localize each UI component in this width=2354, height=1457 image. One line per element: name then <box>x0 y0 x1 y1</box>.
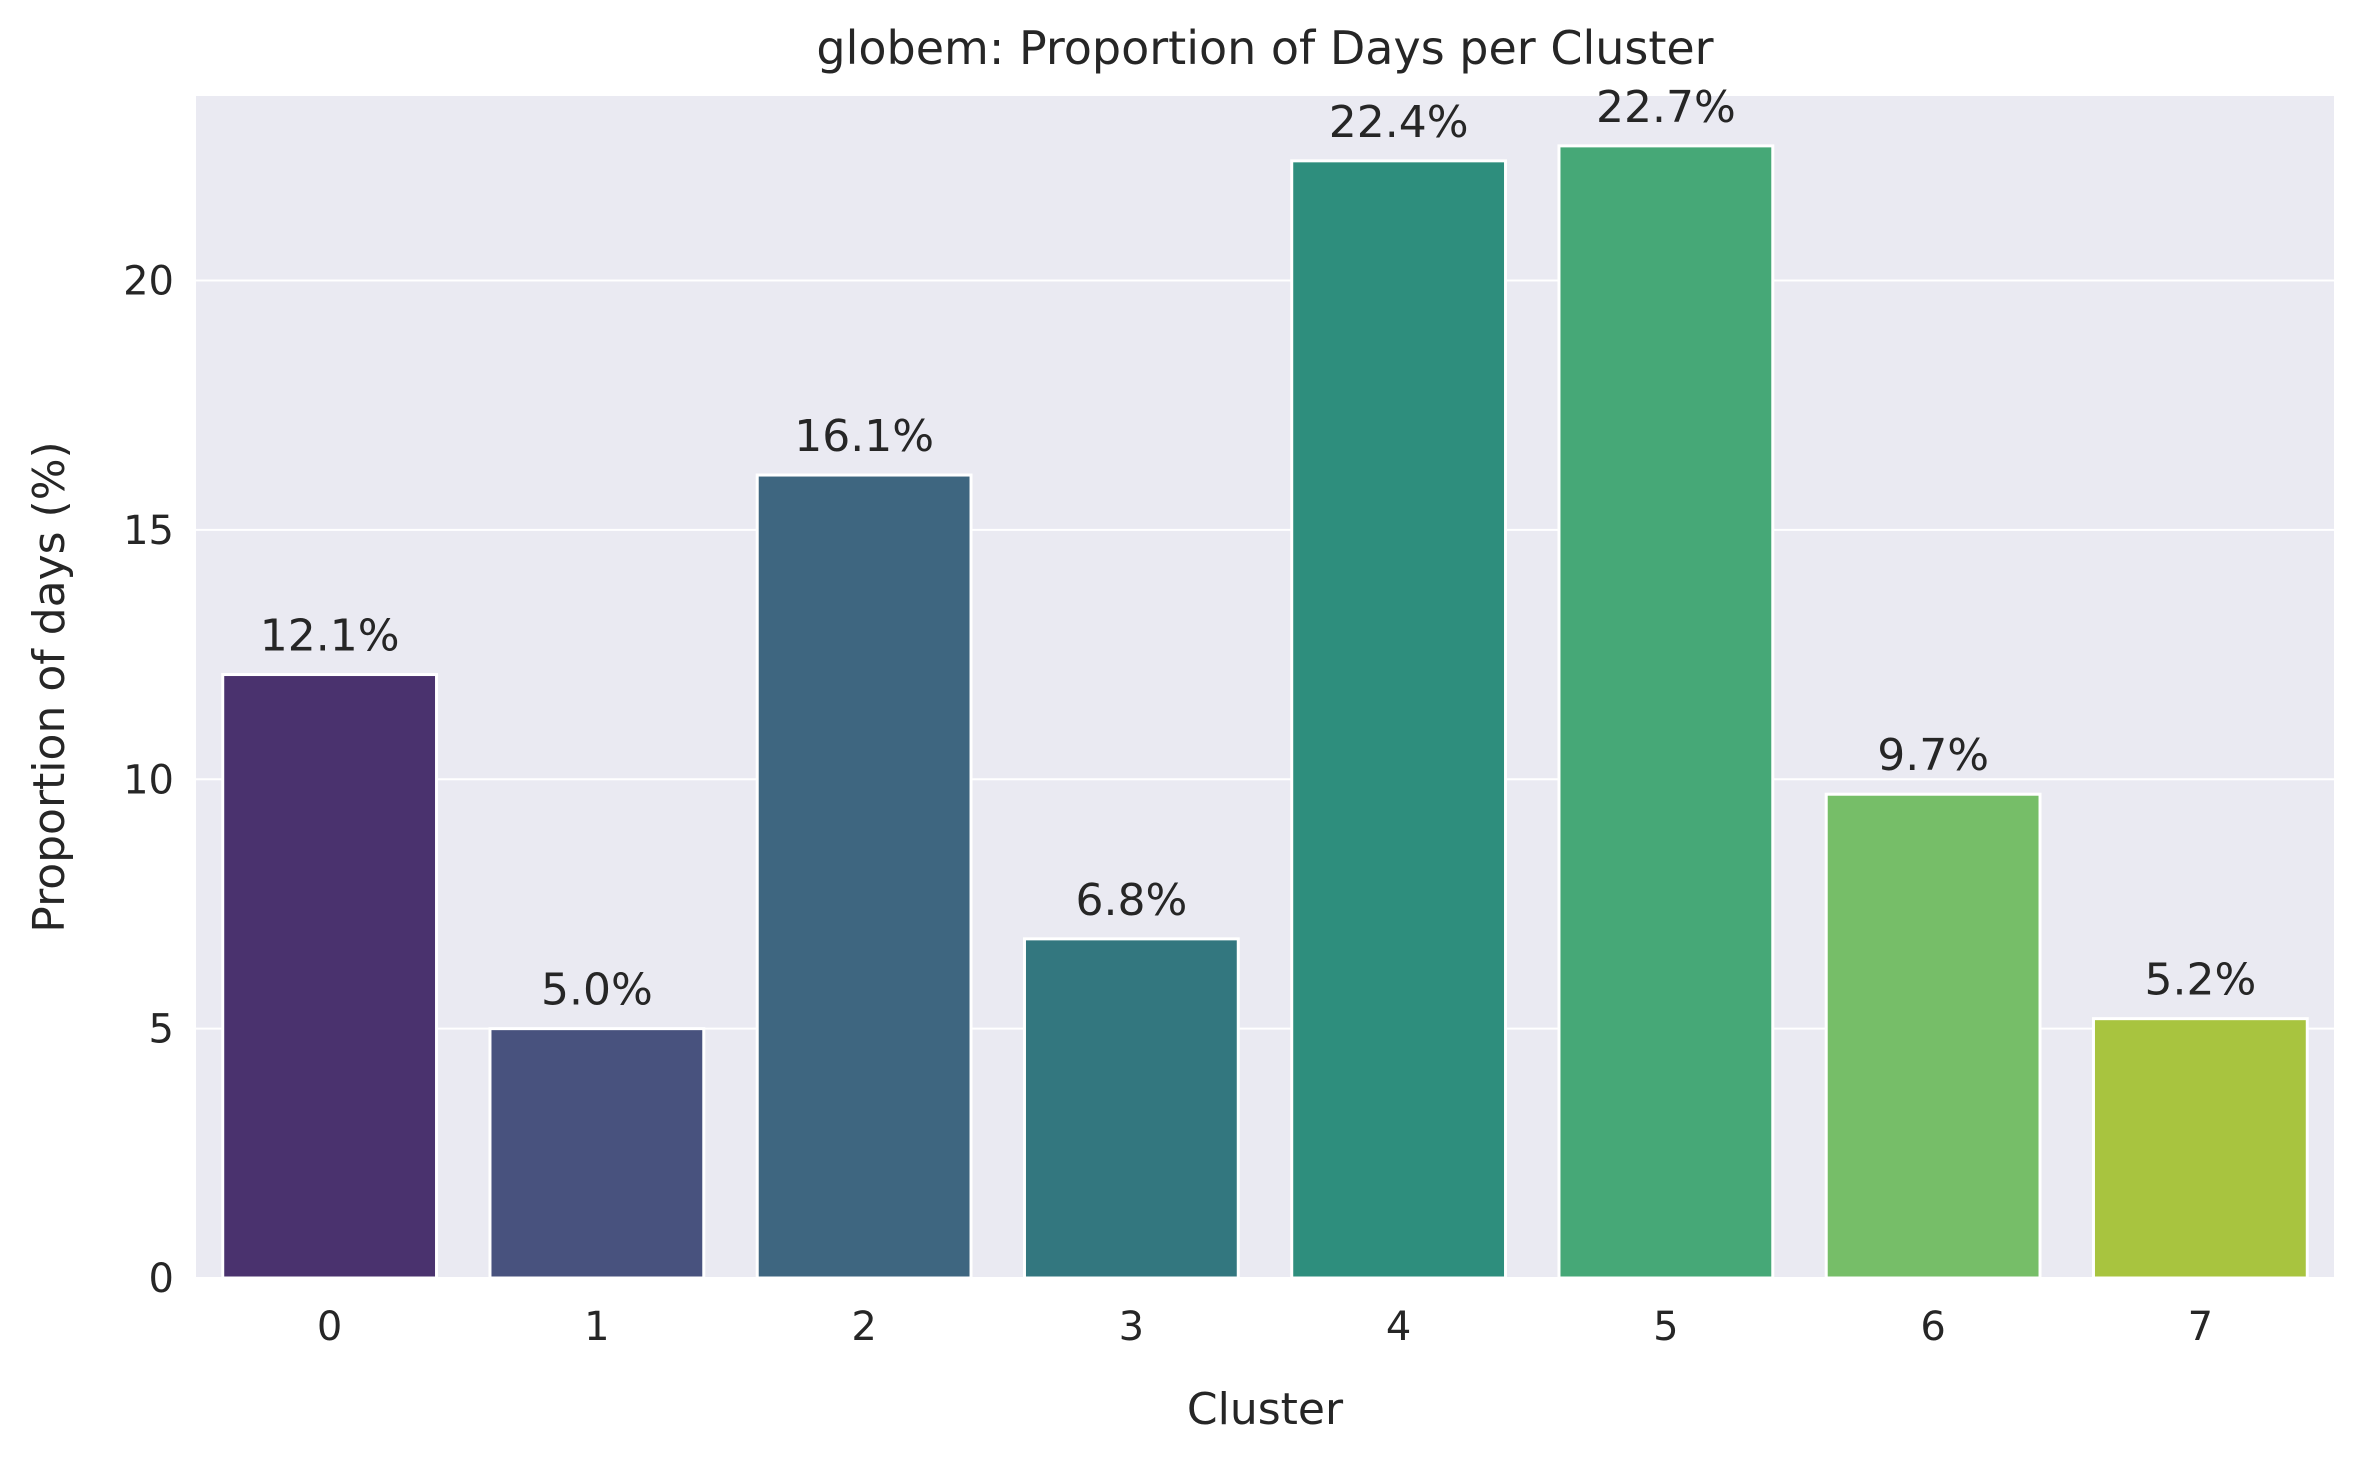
y-tick-label: 15 <box>123 508 174 554</box>
x-tick-label: 1 <box>584 1304 609 1350</box>
bar-cluster-1 <box>488 1027 706 1280</box>
y-tick-label: 10 <box>123 757 174 803</box>
value-labels: 12.1% 5.0% 16.1% 6.8% 22.4% 22.7% 9.7% 5.2% <box>260 82 2257 1016</box>
x-tick-label: 6 <box>1920 1304 1945 1350</box>
bar-cluster-5 <box>1557 144 1775 1280</box>
value-label: 9.7% <box>1877 730 1989 781</box>
bar-cluster-0 <box>221 673 439 1280</box>
y-tick-label: 20 <box>123 259 174 305</box>
bar-cluster-2 <box>755 473 973 1280</box>
bar-cluster-4 <box>1290 159 1508 1280</box>
value-label: 22.4% <box>1329 97 1469 148</box>
x-tick-label: 3 <box>1119 1304 1144 1350</box>
x-tick-label: 5 <box>1653 1304 1678 1350</box>
value-label: 16.1% <box>794 411 934 462</box>
bar-cluster-6 <box>1824 792 2042 1280</box>
y-axis-label: Proportion of days (%) <box>24 441 75 932</box>
x-tick-label: 0 <box>317 1304 342 1350</box>
chart-title: globem: Proportion of Days per Cluster <box>816 21 1713 75</box>
bar-cluster-3 <box>1022 937 1240 1280</box>
value-label: 22.7% <box>1596 82 1736 133</box>
y-tick-labels: 0 5 10 15 20 <box>123 259 174 1302</box>
value-label: 6.8% <box>1075 875 1187 926</box>
x-tick-labels: 0 1 2 3 4 5 6 7 <box>317 1304 2213 1350</box>
bars <box>221 144 2309 1280</box>
bar-cluster-7 <box>2091 1017 2309 1280</box>
y-tick-label: 5 <box>149 1007 174 1053</box>
value-label: 12.1% <box>260 611 400 662</box>
x-tick-label: 4 <box>1386 1304 1411 1350</box>
value-label: 5.2% <box>2144 955 2256 1006</box>
y-tick-label: 0 <box>149 1256 174 1302</box>
x-axis-label: Cluster <box>1187 1384 1344 1435</box>
x-tick-label: 7 <box>2188 1304 2213 1350</box>
x-tick-label: 2 <box>851 1304 876 1350</box>
value-label: 5.0% <box>541 965 653 1016</box>
